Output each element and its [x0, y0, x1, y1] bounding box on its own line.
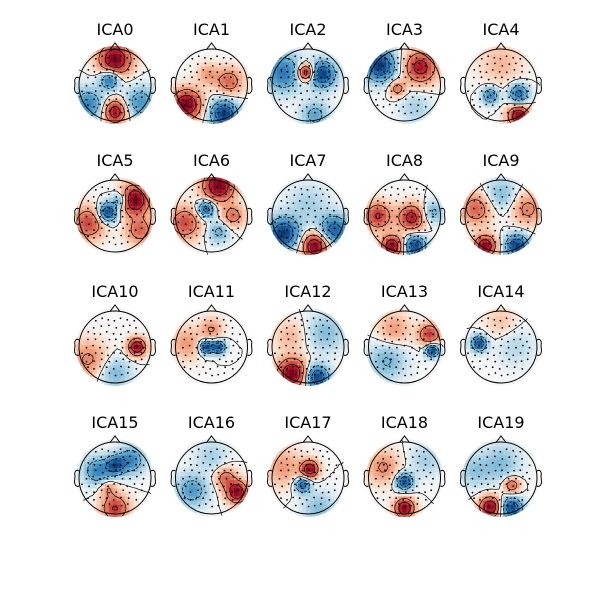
topomap-ica10: ICA10: [73, 282, 157, 386]
topomap-field: [269, 308, 347, 386]
topomap-field: [172, 308, 251, 386]
head-outline: [170, 173, 253, 253]
topomap-title: ICA7: [289, 151, 326, 170]
head-outline: [459, 42, 543, 122]
topomap-field: [365, 439, 444, 517]
head-outline: [266, 173, 350, 253]
topomap-title: ICA10: [91, 282, 138, 301]
topomap-ica14: ICA14: [459, 282, 543, 386]
topomap-field: [76, 46, 154, 124]
topomap-title: ICA2: [289, 20, 326, 39]
head-outline: [363, 42, 446, 122]
head-outline: [266, 435, 350, 515]
topomap-title: ICA0: [96, 20, 133, 39]
head-outline: [459, 173, 543, 253]
head-outline: [170, 42, 253, 122]
head-outline: [459, 435, 543, 515]
topomap-ica19: ICA19: [459, 413, 543, 517]
topomap-title: ICA18: [381, 413, 428, 432]
topomap-ica3: ICA3: [363, 20, 446, 124]
topomap-field: [269, 46, 347, 124]
topomap-title: ICA4: [482, 20, 519, 39]
head-outline: [73, 435, 157, 515]
topomap-field: [172, 46, 251, 124]
topomap-ica4: ICA4: [459, 20, 543, 124]
topomap-title: ICA8: [386, 151, 423, 170]
topomap-title: ICA3: [386, 20, 423, 39]
topomap-title: ICA5: [96, 151, 133, 170]
topomap-field: [365, 177, 444, 255]
head-outline: [73, 304, 157, 384]
head-outline: [266, 304, 350, 384]
topomap-field: [462, 177, 540, 255]
head-outline: [459, 304, 543, 384]
topomap-ica15: ICA15: [73, 413, 157, 517]
topomap-title: ICA11: [188, 282, 235, 301]
topomap-field: [365, 308, 444, 386]
topomap-ica12: ICA12: [266, 282, 350, 386]
topomap-title: ICA19: [477, 413, 524, 432]
topomap-field: [269, 439, 347, 517]
topomap-field: [269, 177, 347, 255]
topomap-ica8: ICA8: [363, 151, 446, 255]
topomap-field: [76, 177, 154, 255]
topomap-title: ICA1: [193, 20, 230, 39]
topomap-title: ICA12: [284, 282, 331, 301]
head-outline: [363, 304, 446, 384]
head-outline: [170, 304, 253, 384]
topomap-title: ICA13: [381, 282, 428, 301]
topomap-field: [462, 46, 540, 124]
topomap-ica2: ICA2: [266, 20, 350, 124]
topomap-ica6: ICA6: [170, 151, 253, 255]
topomap-ica18: ICA18: [363, 413, 446, 517]
head-outline: [266, 42, 350, 122]
topomap-ica0: ICA0: [73, 20, 157, 124]
topomap-title: ICA9: [482, 151, 519, 170]
topomap-field: [172, 177, 251, 255]
topomap-ica13: ICA13: [363, 282, 446, 386]
topomap-title: ICA15: [91, 413, 138, 432]
topomap-ica17: ICA17: [266, 413, 350, 517]
topomap-ica5: ICA5: [73, 151, 157, 255]
topomap-title: ICA17: [284, 413, 331, 432]
topomap-field: [76, 308, 154, 386]
topomap-title: ICA16: [188, 413, 235, 432]
topomap-field: [462, 308, 540, 386]
topomap-title: ICA6: [193, 151, 230, 170]
topomap-title: ICA14: [477, 282, 524, 301]
head-outline: [363, 173, 446, 253]
head-outline: [363, 435, 446, 515]
head-outline: [73, 42, 157, 122]
topomap-ica1: ICA1: [170, 20, 253, 124]
topomap-field: [365, 46, 444, 124]
topomap-ica16: ICA16: [170, 413, 253, 517]
head-outline: [73, 173, 157, 253]
topomap-ica7: ICA7: [266, 151, 350, 255]
topomap-ica11: ICA11: [170, 282, 253, 386]
head-outline: [170, 435, 253, 515]
topomap-field: [462, 439, 540, 517]
topomap-field: [76, 439, 154, 517]
topomap-ica9: ICA9: [459, 151, 543, 255]
topomap-field: [172, 439, 251, 517]
